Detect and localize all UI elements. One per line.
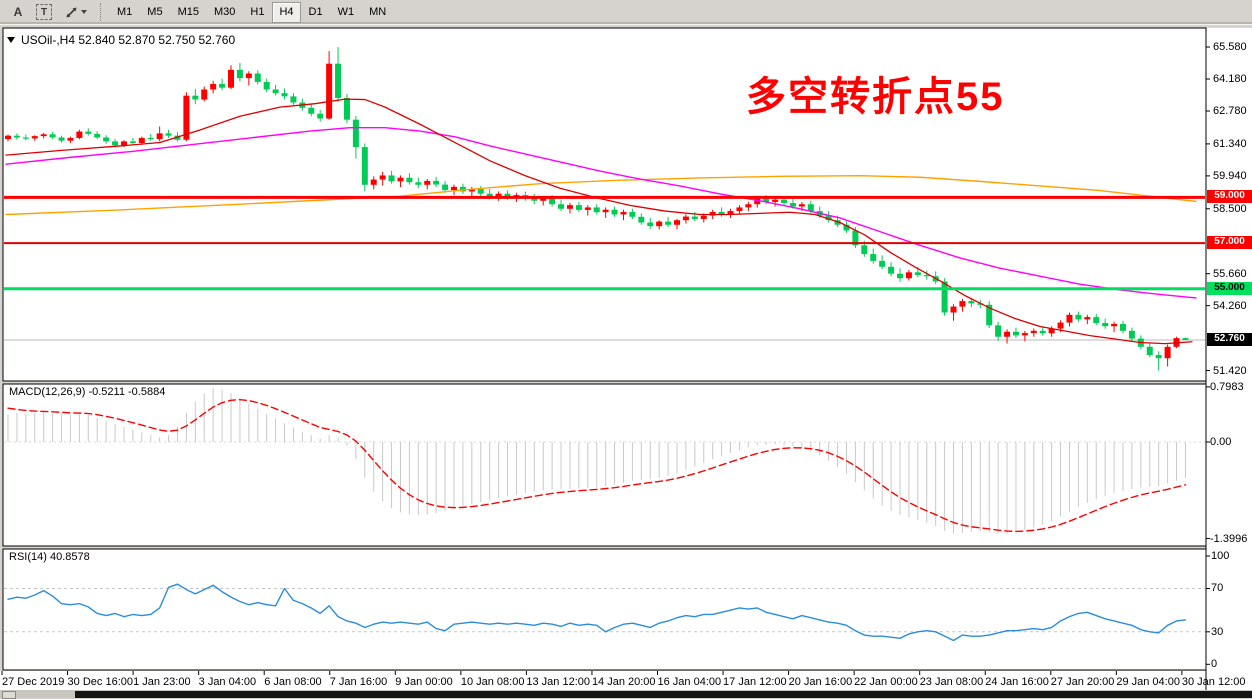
- toolbar-separator: [100, 3, 102, 21]
- date-label-12: 17 Jan 12:00: [723, 676, 787, 688]
- timeframe-button-d1[interactable]: D1: [308, 6, 323, 18]
- price-pane: [2, 27, 1207, 382]
- date-label-10: 14 Jan 20:00: [591, 676, 656, 688]
- price-axis-label-59.940: 59.940: [1213, 169, 1247, 182]
- price-tag-57.000: 57.000: [1207, 236, 1252, 250]
- price-axis-label-58.500: 58.500: [1213, 202, 1247, 215]
- date-label-14: 22 Jan 00:00: [854, 676, 918, 688]
- date-label-17: 27 Jan 20:00: [1050, 676, 1115, 688]
- rsi-axis-label-0: 0: [1211, 658, 1218, 671]
- date-label-8: 10 Jan 08:00: [460, 676, 525, 688]
- date-label-3: 1 Jan 23:00: [133, 676, 191, 688]
- date-label-2: 30 Dec 16:00: [67, 676, 133, 688]
- price-axis-label-61.340: 61.340: [1213, 137, 1247, 150]
- price-axis-label-62.780: 62.780: [1213, 104, 1247, 117]
- price-axis-label-55.660: 55.660: [1213, 267, 1247, 280]
- price-axis-label-51.420: 51.420: [1213, 364, 1247, 377]
- price-tag-55.000: 55.000: [1207, 281, 1252, 295]
- timeframe-button-m15[interactable]: M15: [177, 6, 199, 18]
- macd-axis-label-0.7983: 0.7983: [1210, 380, 1244, 393]
- price-tag-59.000: 59.000: [1207, 190, 1252, 204]
- macd-pane: [2, 383, 1207, 547]
- date-label-11: 16 Jan 04:00: [657, 676, 722, 688]
- timeframe-button-h1[interactable]: H1: [250, 6, 265, 18]
- cursor-tool-button[interactable]: A: [6, 2, 30, 22]
- date-label-1: 27 Dec 2019: [2, 676, 65, 688]
- price-pane-content: [4, 47, 1205, 371]
- macd-axis-label-0.00: 0.00: [1210, 436, 1232, 448]
- chevron-down-icon: [80, 10, 87, 14]
- text-tool-icon: T: [36, 4, 52, 20]
- timeframe-button-m5[interactable]: M5: [147, 6, 163, 18]
- chart-title-text: USOil-,H4 52.840 52.870 52.750 52.760: [21, 33, 236, 47]
- date-label-13: 20 Jan 16:00: [788, 676, 853, 688]
- timeframe-button-mn[interactable]: MN: [369, 6, 387, 18]
- date-label-15: 23 Jan 08:00: [919, 676, 984, 688]
- price-axis-label-64.180: 64.180: [1213, 73, 1247, 85]
- text-label-tool-button[interactable]: T: [32, 2, 56, 22]
- price-tag-52.760: 52.760: [1207, 332, 1252, 346]
- cursor-tool-label: A: [13, 5, 23, 19]
- date-label-4: 3 Jan 04:00: [198, 676, 257, 688]
- diagonal-arrows-icon: [66, 7, 76, 17]
- rsi-axis-label-70: 70: [1211, 582, 1224, 595]
- rsi-axis-label-30: 30: [1211, 625, 1224, 638]
- macd-axis-label--1.3996: -1.3996: [1210, 532, 1248, 545]
- price-axis-label-54.260: 54.260: [1213, 299, 1247, 312]
- rsi-axis-label-100: 100: [1211, 550, 1230, 562]
- macd-pane-content: [4, 388, 1205, 534]
- date-label-6: 7 Jan 16:00: [329, 676, 388, 688]
- rsi-indicator-label: RSI(14) 40.8578: [9, 551, 90, 563]
- price-axis-label-65.580: 65.580: [1213, 41, 1247, 53]
- date-label-19: 30 Jan 12:00: [1181, 676, 1246, 688]
- timeframe-button-w1[interactable]: W1: [337, 6, 355, 18]
- macd-indicator-label: MACD(12,26,9) -0.5211 -0.5884: [9, 386, 166, 398]
- horizontal-scrollbar[interactable]: [75, 691, 1252, 698]
- shift-chart-tool-button[interactable]: [58, 2, 92, 22]
- timeframe-button-group: M1 M5 M15 M30 H1 H4 D1 W1 MN: [110, 1, 394, 23]
- date-label-5: 6 Jan 08:00: [264, 676, 322, 688]
- date-label-18: 29 Jan 04:00: [1116, 676, 1180, 688]
- chart-annotation-text: 多空转折点55: [746, 75, 1005, 119]
- date-label-16: 24 Jan 16:00: [985, 676, 1049, 688]
- rsi-pane: [2, 548, 1207, 671]
- toolbar: A T M1 M5 M15 M30 H1 H4 D1 W1 MN: [0, 0, 1252, 25]
- rsi-pane-content: [4, 583, 1205, 642]
- timeframe-button-m1[interactable]: M1: [117, 6, 133, 18]
- timeframe-button-h4[interactable]: H4: [272, 1, 301, 23]
- chart-title-bar: USOil-,H4 52.840 52.870 52.750 52.760: [7, 33, 235, 47]
- date-label-7: 9 Jan 00:00: [395, 676, 453, 688]
- date-label-9: 13 Jan 12:00: [526, 676, 591, 688]
- symbol-dropdown-icon[interactable]: [7, 37, 15, 43]
- timeframe-button-m30[interactable]: M30: [213, 6, 236, 18]
